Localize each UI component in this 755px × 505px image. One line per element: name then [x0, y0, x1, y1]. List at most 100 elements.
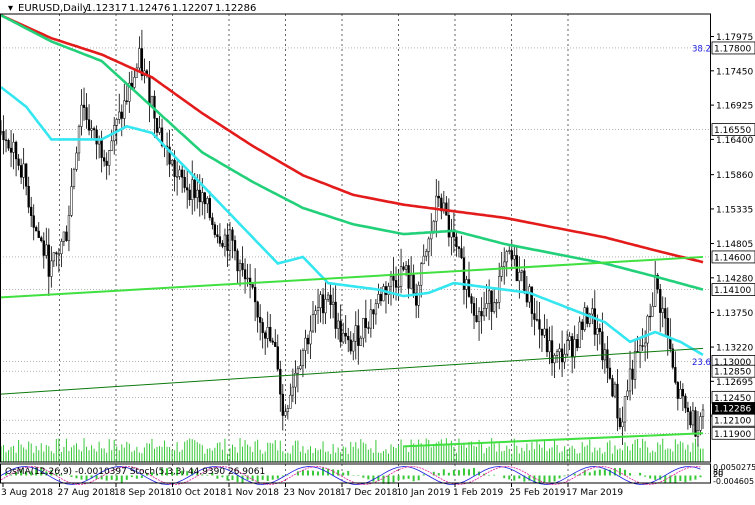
osma-bar	[413, 476, 415, 482]
osma-bar	[699, 476, 701, 478]
candle-body	[40, 238, 42, 241]
candle-body	[269, 327, 271, 341]
candle-body	[483, 308, 485, 316]
candle-body	[345, 333, 347, 336]
candle-body	[247, 278, 249, 279]
candle-body	[252, 284, 254, 287]
candle-body	[300, 366, 302, 369]
chart-header: ▾ EURUSD,Daily 1.12317 1.12476 1.12207 1…	[8, 3, 256, 14]
time-tick-label: 17 Dec 2018	[340, 488, 398, 498]
candle-body	[337, 321, 339, 329]
osma-bar	[372, 476, 374, 482]
candle-body	[156, 118, 158, 132]
candle-body	[667, 318, 669, 337]
candle-body	[342, 333, 344, 342]
candle-body	[398, 286, 400, 287]
osma-bar	[589, 472, 591, 475]
candle-body	[679, 389, 681, 398]
candle-body	[101, 140, 103, 158]
time-tick-label: 25 Feb 2019	[510, 488, 566, 498]
candle-body	[461, 249, 463, 258]
candle-body	[181, 170, 183, 177]
candle-body	[38, 231, 40, 238]
candle-body	[73, 169, 75, 186]
candle-body	[121, 112, 123, 118]
indicator-axis-label: -0.004605	[713, 477, 754, 486]
candle-body	[614, 384, 616, 396]
candle-body	[539, 320, 541, 330]
candle-body	[55, 253, 57, 254]
osma-bar	[674, 476, 676, 484]
candle-body	[393, 276, 395, 280]
osma-bar	[518, 476, 520, 479]
candle-body	[569, 336, 571, 340]
candle-body	[523, 271, 525, 292]
candle-body	[546, 329, 548, 352]
candle-body	[612, 378, 614, 396]
candle-body	[534, 314, 536, 320]
candle-body	[410, 275, 412, 288]
osma-bar	[564, 476, 566, 477]
time-tick-label: 10 Oct 2018	[171, 488, 227, 498]
candle-body	[682, 389, 684, 396]
candle-body	[576, 339, 578, 347]
candle-body	[448, 215, 450, 237]
candle-body	[327, 295, 329, 299]
candle-body	[627, 391, 629, 396]
time-tick-label: 27 Aug 2018	[58, 488, 116, 498]
candle-body	[63, 232, 65, 241]
candle-body	[639, 346, 641, 353]
candle-body	[189, 190, 191, 200]
price-tick-label: 1.15335	[716, 205, 753, 215]
osma-bar	[322, 468, 324, 476]
candle-body	[176, 176, 178, 177]
osma-bar	[342, 473, 344, 476]
osma-bar	[347, 471, 349, 476]
candle-body	[287, 408, 289, 411]
osma-bar	[473, 468, 475, 476]
candle-body	[257, 302, 259, 317]
candle-body	[297, 369, 299, 373]
osma-bar	[639, 473, 641, 476]
osma-bar	[513, 476, 515, 481]
osma-bar	[398, 476, 400, 481]
osma-bar	[493, 475, 495, 476]
header-arrow-icon: ▾	[8, 3, 13, 14]
candle-body	[108, 151, 110, 166]
osma-bar	[538, 476, 540, 484]
osma-bar	[367, 476, 369, 480]
candle-body	[395, 280, 397, 287]
candle-body	[35, 227, 37, 231]
osma-bar	[669, 476, 671, 483]
candle-body	[325, 299, 327, 313]
candle-body	[513, 255, 515, 259]
candle-body	[634, 351, 636, 379]
candle-body	[425, 251, 427, 256]
candle-body	[279, 369, 281, 394]
candle-body	[544, 329, 546, 335]
osma-bar	[307, 470, 309, 475]
candle-body	[360, 338, 362, 345]
candle-body	[118, 112, 120, 119]
level-label: 1.12100	[714, 417, 751, 427]
candle-body	[264, 333, 266, 339]
candle-body	[606, 350, 608, 368]
candle-body	[571, 336, 573, 357]
candle-body	[564, 354, 566, 362]
candle-body	[702, 410, 704, 417]
osma-bar	[443, 469, 445, 475]
candle-body	[518, 272, 520, 281]
candle-body	[307, 338, 309, 344]
candle-body	[204, 193, 206, 204]
candle-body	[672, 349, 674, 368]
osma-bar	[594, 471, 596, 476]
osma-bar	[393, 476, 395, 483]
candle-body	[700, 416, 702, 430]
osma-bar	[277, 476, 279, 479]
candle-body	[617, 384, 619, 418]
candle-body	[206, 198, 208, 203]
candle-body	[81, 105, 83, 126]
candle-body	[58, 254, 60, 255]
